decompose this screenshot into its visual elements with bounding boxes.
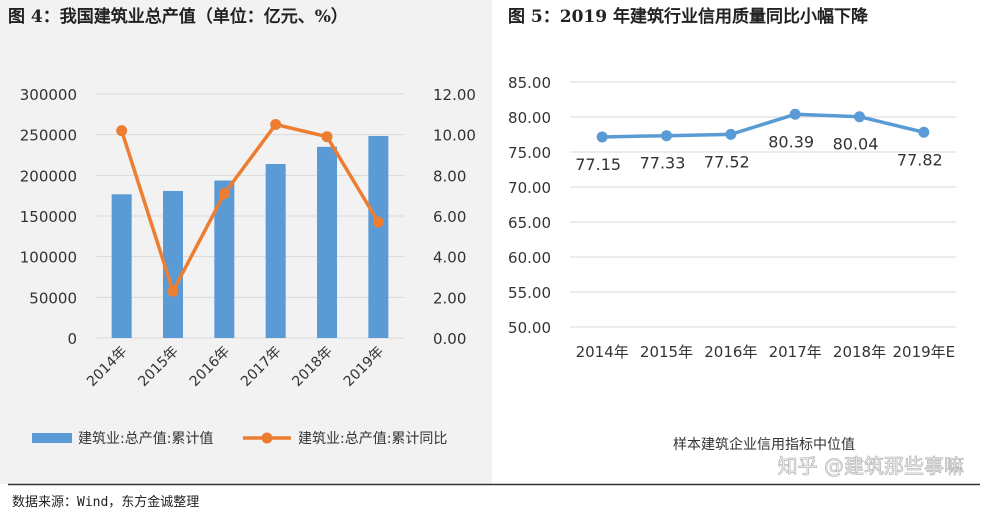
right-y-tick-label: 85.00	[508, 74, 551, 92]
right-x-axis-label: 样本建筑企业信用指标中位值	[673, 436, 855, 453]
bar-2019年	[368, 135, 389, 338]
left-y-tick-label: 250000	[20, 127, 77, 145]
watermark: 知乎 @建筑那些事嘛	[778, 454, 964, 478]
index-point-2016年	[725, 128, 737, 140]
right-y-tick-label: 10.00	[433, 127, 476, 145]
left-y-tick-label: 100000	[20, 249, 77, 267]
left-y-axis-right-ticks: 0.00 2.00 4.00 6.00 8.00 10.00 12.00	[433, 86, 476, 348]
left-y-tick-label: 150000	[20, 208, 77, 226]
right-x-tick-label: 2015年	[640, 343, 693, 361]
left-bar-series	[111, 135, 389, 338]
index-data-label: 77.15	[575, 155, 621, 174]
right-x-tick-label: 2019年E	[893, 343, 956, 361]
index-point-2019年E	[918, 126, 930, 138]
right-y-tick-label: 65.00	[508, 214, 551, 232]
growth-point-2015年	[167, 285, 179, 297]
index-data-label: 77.33	[640, 154, 686, 173]
right-y-tick-label: 6.00	[433, 208, 466, 226]
right-x-tick-label: 2017年	[769, 343, 822, 361]
growth-point-2017年	[270, 119, 282, 130]
index-data-label: 80.39	[768, 132, 814, 151]
left-y-tick-label: 50000	[29, 289, 77, 307]
right-x-tick-label: 2016年	[704, 343, 757, 361]
index-data-label: 80.04	[833, 135, 879, 154]
right-y-tick-label: 4.00	[433, 249, 466, 267]
index-point-2017年	[789, 108, 801, 120]
right-x-axis-ticks: 2014年 2015年 2016年 2017年 2018年 2019年E	[576, 343, 956, 361]
bar-2016年	[214, 180, 235, 338]
bar-2018年	[317, 146, 337, 338]
right-index-series: 77.15 77.33 77.52 80.39 80.04 77.82	[575, 108, 943, 174]
left-chart-title: 图 4：我国建筑业总产值（单位：亿元、%）	[8, 6, 348, 27]
right-y-tick-label: 50.00	[508, 319, 551, 337]
growth-point-2016年	[218, 188, 230, 200]
left-y-tick-label: 200000	[20, 167, 77, 185]
legend-swatch-bar	[32, 433, 72, 443]
right-y-tick-label: 55.00	[508, 284, 551, 302]
right-gridlines	[570, 81, 956, 328]
right-x-tick-label: 2014年	[576, 343, 629, 361]
legend-swatch-marker	[261, 432, 273, 444]
bar-2014年	[111, 194, 132, 338]
bar-2017年	[265, 164, 286, 338]
right-y-axis-ticks: 50.00 55.00 60.00 65.00 70.00 75.00 80.00 85.00	[508, 74, 551, 337]
growth-point-2019年	[372, 216, 384, 228]
right-y-tick-label: 8.00	[433, 167, 466, 185]
right-y-tick-label: 75.00	[508, 144, 551, 162]
right-y-tick-label: 2.00	[433, 289, 466, 307]
index-data-label: 77.82	[897, 150, 943, 169]
index-line	[602, 112, 925, 139]
growth-point-2014年	[116, 125, 128, 137]
right-y-tick-label: 60.00	[508, 249, 551, 267]
legend-label-line: 建筑业:总产值:累计同比	[298, 431, 447, 447]
index-point-2018年	[854, 111, 865, 123]
growth-line	[119, 122, 380, 293]
right-chart-title: 图 5：2019 年建筑行业信用质量同比小幅下降	[508, 6, 869, 27]
left-y-tick-label: 300000	[20, 86, 77, 104]
right-y-tick-label: 80.00	[508, 109, 551, 127]
footer-source: 数据来源：Wind，东方金诚整理	[12, 494, 199, 510]
bar-2015年	[163, 190, 183, 338]
left-y-tick-label: 0	[67, 330, 77, 348]
index-point-2014年	[596, 131, 608, 143]
right-x-tick-label: 2018年	[833, 343, 886, 361]
left-y-axis-left-ticks: 0 50000 100000 150000 200000 250000 300000	[20, 86, 77, 348]
left-panel-background	[0, 0, 492, 484]
legend-label-bar: 建筑业:总产值:累计值	[78, 431, 213, 447]
right-y-tick-label: 0.00	[433, 330, 466, 348]
index-point-2015年	[661, 130, 672, 142]
growth-point-2018年	[321, 131, 333, 143]
right-y-tick-label: 12.00	[433, 86, 476, 104]
right-y-tick-label: 70.00	[508, 179, 551, 197]
left-growth-series	[116, 119, 384, 297]
index-data-label: 77.52	[704, 152, 750, 171]
left-legend: 建筑业:总产值:累计值 建筑业:总产值:累计同比	[32, 431, 447, 447]
